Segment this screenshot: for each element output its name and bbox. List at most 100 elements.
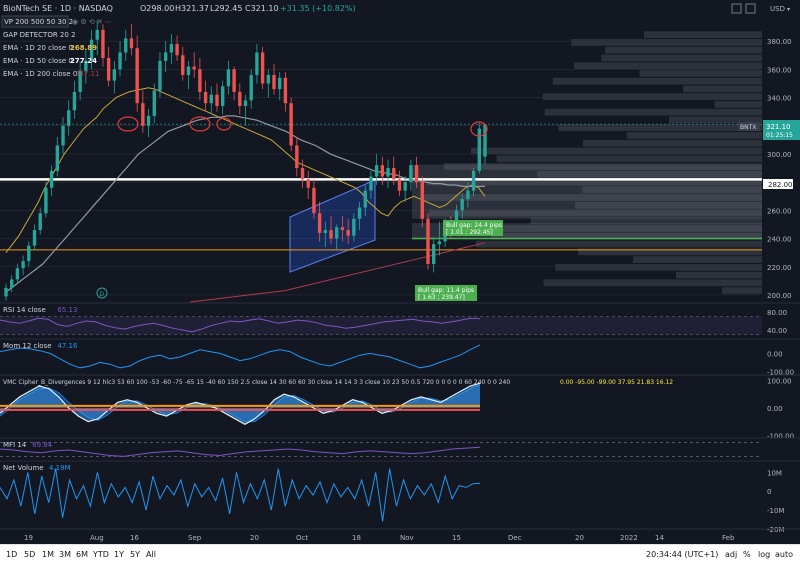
candle-body xyxy=(106,58,111,81)
candle xyxy=(220,80,225,115)
candle-body xyxy=(289,103,293,146)
horizontal-line-price: 282.00 xyxy=(768,181,793,189)
candle-body xyxy=(163,52,168,61)
dividend-marker[interactable]: D xyxy=(96,287,108,299)
candle xyxy=(460,193,464,219)
candle-body xyxy=(124,38,128,53)
volume-profile-bar xyxy=(447,225,762,232)
range-5d[interactable]: 5D xyxy=(24,550,36,559)
time-axis-label: Aug xyxy=(90,534,104,542)
volume-profile-bar xyxy=(582,139,762,147)
candle-body xyxy=(55,145,60,171)
vmc-cipher-pane: 100.00 0.00 -100.00 VMC Cipher_B_Divergence… xyxy=(0,374,800,440)
candle xyxy=(38,207,42,235)
gap-label-lower[interactable]: Bull gap: 11.4 pips [ 1.63 ; 239.47] xyxy=(415,285,477,301)
ticker-tag-text: BNTX xyxy=(740,124,756,131)
candle-body xyxy=(89,39,94,61)
log-toggle[interactable]: log xyxy=(758,550,771,559)
auto-toggle[interactable]: auto xyxy=(775,550,794,559)
ema50-label[interactable]: EMA · 1D 50 close 0 xyxy=(3,57,73,65)
candle xyxy=(21,255,25,276)
adj-toggle[interactable]: adj xyxy=(725,550,738,559)
range-all[interactable]: All xyxy=(146,550,156,559)
annotation-circle[interactable] xyxy=(216,117,232,131)
range-6m[interactable]: 6M xyxy=(76,550,88,559)
volume-profile-bar xyxy=(683,85,762,93)
restore-icon[interactable] xyxy=(745,3,756,14)
annotation-circle[interactable] xyxy=(117,116,139,132)
candle xyxy=(169,34,174,64)
candle-body xyxy=(15,268,20,280)
net-volume-pane-axis-label: -10M xyxy=(767,507,784,515)
bottom-toolbar: 1D 5D 1M 3M 6M YTD 1Y 5Y All 20:34:44 (U… xyxy=(0,544,800,565)
candle xyxy=(95,20,99,56)
momentum-pane-value: 47.16 xyxy=(57,342,78,350)
rsi-pane-value: 65.13 xyxy=(57,306,77,314)
clock[interactable]: 20:34:44 (UTC+1) xyxy=(646,550,719,559)
range-ytd[interactable]: YTD xyxy=(93,550,109,559)
currency-label[interactable]: USD ▾ xyxy=(770,5,790,13)
candle-body xyxy=(78,70,82,92)
candle-body xyxy=(403,182,407,191)
gap-detector-label[interactable]: GAP DETECTOR 20 2 xyxy=(3,31,76,39)
net-volume-pane: Net Volume 4.19M 10M 0 -10M -20M xyxy=(0,460,800,534)
candle-body xyxy=(483,124,487,157)
symbol-title[interactable]: BioNTech SE · 1D · NASDAQ xyxy=(3,4,113,13)
vp-label[interactable]: VP 200 500 50 30 2 xyxy=(4,18,73,26)
time-axis-label: 19 xyxy=(24,534,33,542)
volume-profile-bar xyxy=(530,217,762,225)
time-axis[interactable]: 19 Aug 16 Sep 20 Oct 18 Nov 15 Dec 20 2022 14 Feb xyxy=(0,528,800,542)
ema200-line xyxy=(189,242,486,303)
candle-body xyxy=(84,60,88,71)
channel-drawing[interactable] xyxy=(289,179,376,273)
volume-profile-bar xyxy=(544,108,762,116)
candle-body xyxy=(431,244,436,264)
percent-toggle[interactable]: % xyxy=(743,550,751,559)
candle xyxy=(300,159,305,188)
ema200-label[interactable]: EMA · 1D 200 close 0 xyxy=(3,70,77,78)
candle-body xyxy=(72,91,77,111)
ema20-label[interactable]: EMA · 1D 20 close 0 xyxy=(3,44,73,52)
range-5y[interactable]: 5Y xyxy=(130,550,140,559)
maximize-icon[interactable] xyxy=(731,3,742,14)
volume-profile-bar xyxy=(490,232,762,240)
range-1d[interactable]: 1D xyxy=(6,550,18,559)
range-3m[interactable]: 3M xyxy=(59,550,71,559)
time-axis-label: 15 xyxy=(452,534,461,542)
net-volume-pane-axis-label: -20M xyxy=(767,526,784,534)
volume-profile-bar xyxy=(633,256,762,263)
candle xyxy=(141,90,145,133)
candle-body xyxy=(209,94,213,104)
candle-body xyxy=(323,230,328,233)
range-1y[interactable]: 1Y xyxy=(114,550,124,559)
candle xyxy=(249,69,253,109)
annotation-circle[interactable] xyxy=(189,116,211,132)
candle xyxy=(414,156,419,188)
candle xyxy=(112,60,117,94)
eye-icon[interactable]: ◉ ⚙ ⟲ ✕ ⋯ xyxy=(72,18,112,26)
range-1m[interactable]: 1M xyxy=(42,550,54,559)
candle-body xyxy=(152,90,156,116)
candle xyxy=(260,46,265,90)
candle xyxy=(255,43,259,84)
candle-body xyxy=(363,190,367,208)
ohlc-change: +31.35 (+10.82%) xyxy=(280,4,356,13)
time-axis-label: 18 xyxy=(352,534,361,542)
gap-label-upper[interactable]: Bull gap: 24.4 pips [ 1.01 ; 292.45] xyxy=(443,220,503,236)
grid xyxy=(0,40,760,296)
candle xyxy=(477,122,481,174)
rsi-pane-axis-label: 40.00 xyxy=(767,327,787,335)
candle xyxy=(466,182,470,208)
volume-profile-bar xyxy=(476,240,762,248)
price-axis-label: 220.00 xyxy=(767,264,792,272)
candle-body xyxy=(460,199,464,211)
annotation-circle[interactable] xyxy=(470,121,488,137)
chart-canvas[interactable]: Bull gap: 24.4 pips [ 1.01 ; 292.45] Bul… xyxy=(0,0,800,544)
candle-body xyxy=(306,179,310,188)
candle-body xyxy=(335,227,339,239)
candle xyxy=(27,241,31,267)
candle xyxy=(426,213,430,270)
candle-body xyxy=(317,213,322,233)
candle xyxy=(32,224,37,250)
volume-profile-bar xyxy=(578,248,762,256)
